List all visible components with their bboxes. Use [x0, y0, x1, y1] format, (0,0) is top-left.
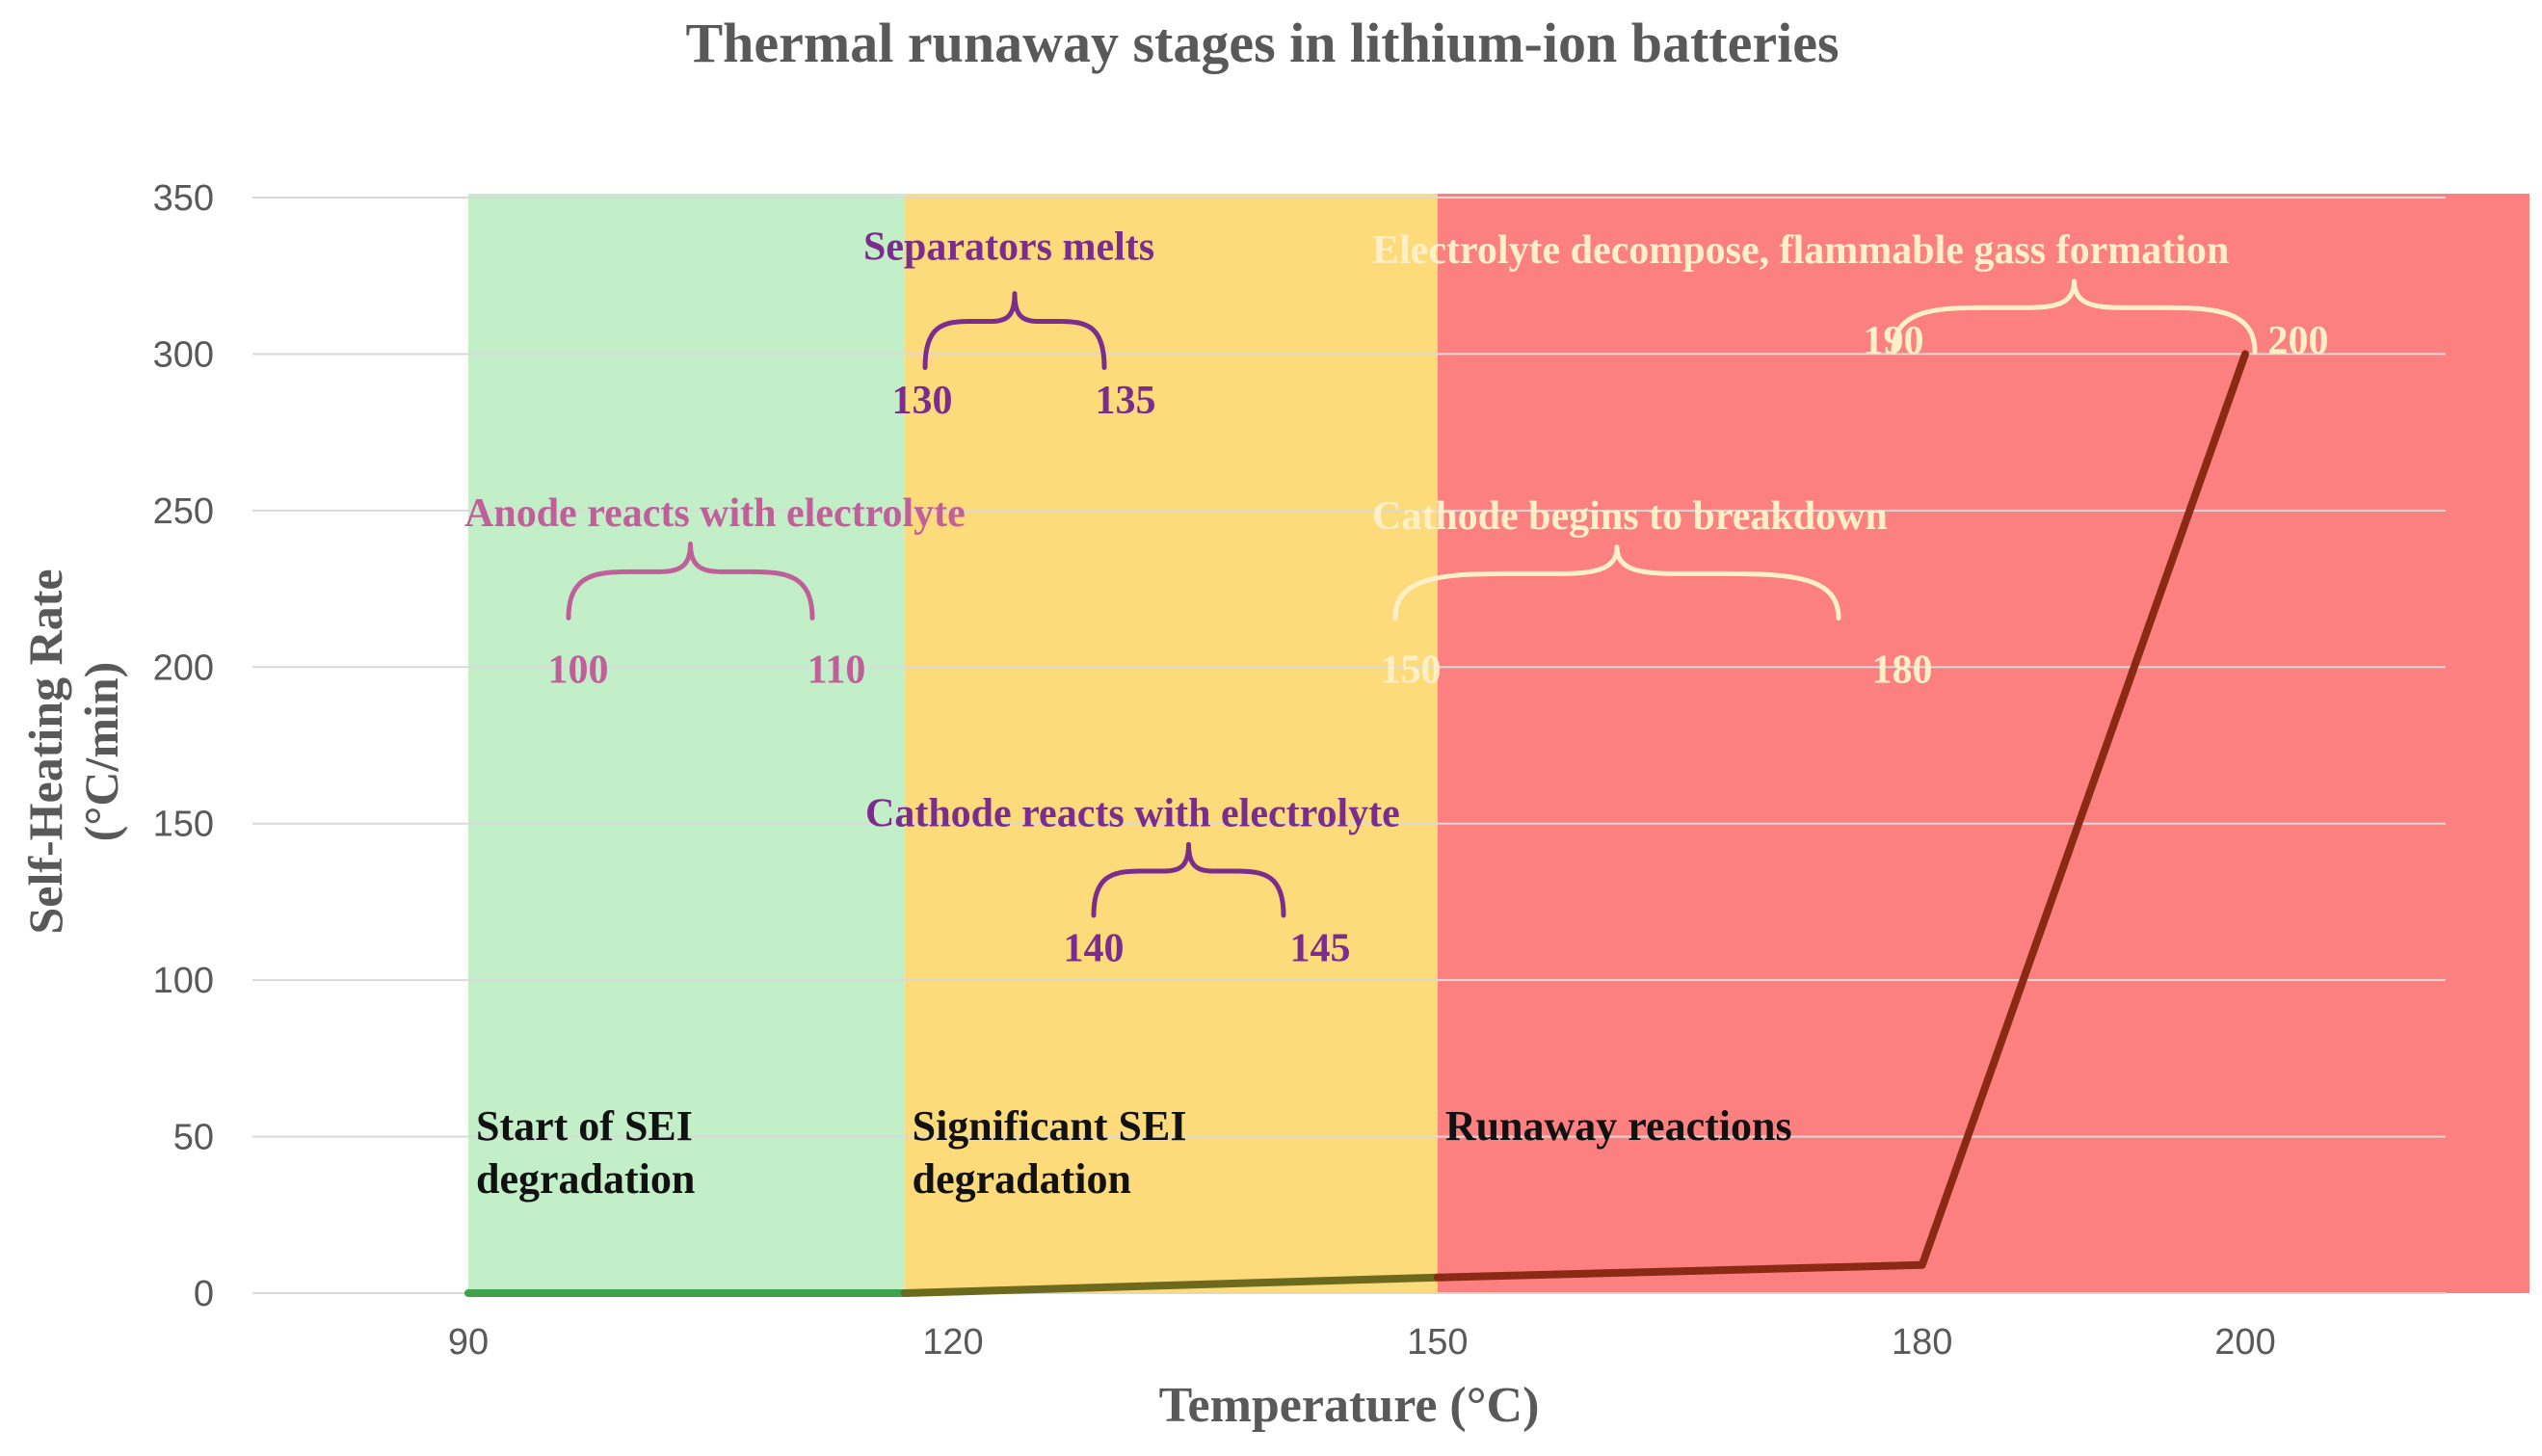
y-tick-label: 150 — [153, 805, 214, 845]
x-tick-label: 90 — [448, 1322, 489, 1363]
series-segment — [1918, 350, 2249, 1269]
region-label-line1: Significant SEI — [913, 1102, 1187, 1150]
region-label-line2: degradation — [913, 1155, 1131, 1203]
annotation-range-end: 110 — [808, 648, 866, 692]
annotation-range-start: 100 — [548, 648, 609, 692]
y-tick-label: 300 — [153, 334, 214, 375]
axis-layer: 0 50 100 150 200 250 300 350 90 120 150 180 200 — [153, 178, 2276, 1363]
series-segment — [1433, 1260, 1926, 1282]
x-tick-label: 150 — [1407, 1322, 1468, 1363]
x-axis-title: Temperature (°C) — [1159, 1378, 1540, 1433]
x-tick-label: 200 — [2214, 1322, 2275, 1363]
region-band — [1437, 194, 2529, 1293]
annotation-layer: Start of SEI degradation Significant SEI de… — [464, 225, 2329, 1203]
x-tick-label: 120 — [922, 1322, 983, 1363]
series-layer — [464, 350, 2249, 1297]
annotation-brace — [1392, 544, 1841, 621]
region-label-line2: degradation — [476, 1155, 695, 1203]
annotation-range-end: 145 — [1290, 926, 1351, 970]
annotation-title: Electrolyte decompose, flammable gass fo… — [1372, 228, 2229, 273]
y-tick-label: 50 — [173, 1118, 214, 1158]
annotation-range-start: 150 — [1381, 648, 1442, 692]
region-band — [468, 194, 905, 1293]
annotation-brace — [566, 542, 815, 621]
x-tick-label: 180 — [1892, 1322, 1952, 1363]
region-label-line1: Start of SEI — [476, 1102, 693, 1150]
annotation-brace — [1091, 841, 1286, 918]
regions-layer — [468, 194, 2529, 1293]
region-label-line1: Runaway reactions — [1445, 1102, 1792, 1150]
annotation-range-start: 140 — [1064, 926, 1125, 970]
annotation-range-end: 200 — [2268, 319, 2329, 363]
y-tick-label: 250 — [153, 491, 214, 532]
annotation-brace — [922, 291, 1107, 370]
annotation-title: Anode reacts with electrolyte — [464, 491, 966, 536]
y-tick-label: 200 — [153, 648, 214, 688]
series-segment — [900, 1273, 1442, 1297]
annotation-brace — [1891, 278, 2258, 355]
y-tick-label: 100 — [153, 961, 214, 1001]
annotation-title: Cathode reacts with electrolyte — [865, 792, 1400, 836]
annotation-title: Separators melts — [863, 225, 1154, 270]
annotation-range-end: 135 — [1096, 379, 1156, 423]
region-band — [904, 194, 1438, 1293]
annotation-range-start: 190 — [1864, 319, 1924, 363]
y-tick-label: 0 — [194, 1274, 214, 1314]
chart-title: Thermal runaway stages in lithium-ion ba… — [685, 12, 1839, 74]
y-axis-title-line1: Self-Heating Rate — [18, 569, 72, 934]
annotation-title: Cathode begins to breakdown — [1372, 494, 1888, 539]
y-tick-label: 350 — [153, 178, 214, 219]
y-axis-title-line2: (°C/min) — [74, 662, 128, 842]
annotation-range-end: 180 — [1872, 648, 1933, 692]
annotation-range-start: 130 — [892, 379, 953, 423]
